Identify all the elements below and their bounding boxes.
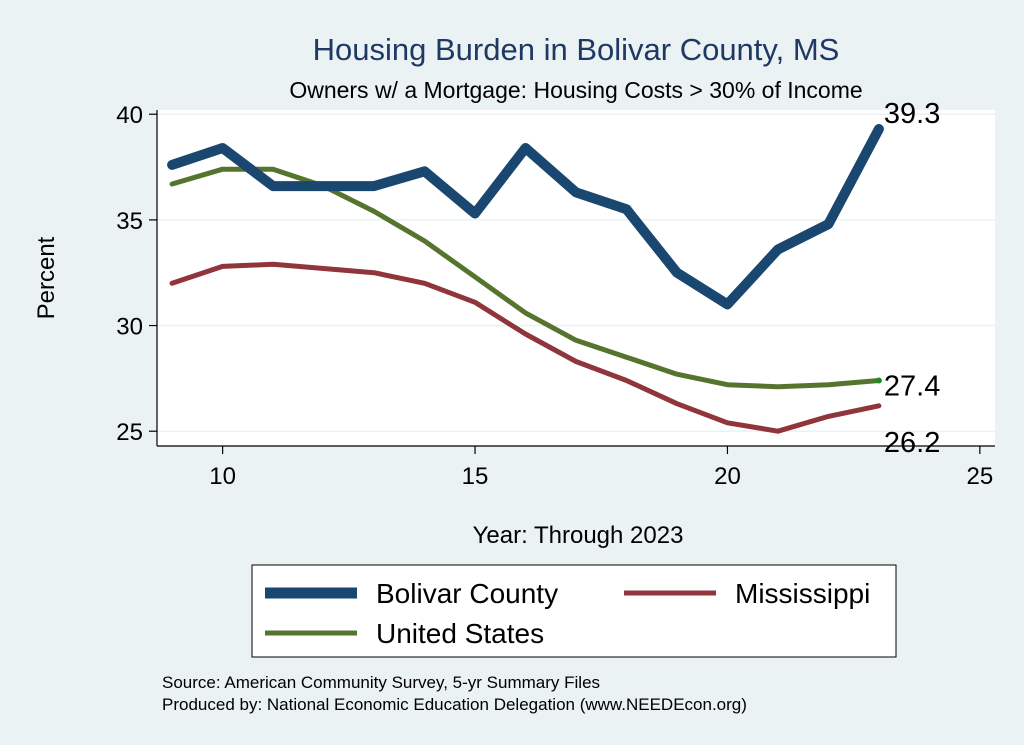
plot-area	[157, 110, 995, 446]
series-line-mississippi	[169, 261, 882, 434]
legend-box	[251, 564, 897, 658]
axes: 25 30 35 40 10 15 20 25	[116, 102, 995, 490]
x-axis-title: Year: Through 2023	[473, 522, 684, 549]
end-label-united-states: 27.4	[884, 370, 940, 402]
x-tick-label: 10	[209, 463, 236, 490]
end-label-mississippi: 26.2	[884, 427, 940, 459]
producer-note: Produced by: National Economic Education…	[162, 695, 747, 714]
legend: Bolivar County Mississippi United States	[251, 564, 897, 658]
legend-label-bolivar-county: Bolivar County	[376, 578, 558, 609]
y-axis-title: Percent	[33, 236, 60, 319]
legend-label-united-states: United States	[376, 618, 544, 649]
x-tick-label: 25	[967, 463, 994, 490]
y-tick-label: 25	[116, 419, 143, 446]
x-tick-label: 15	[462, 463, 489, 490]
legend-label-mississippi: Mississippi	[735, 578, 870, 609]
end-label-bolivar-county: 39.3	[884, 98, 940, 130]
united-states-end-marker	[875, 377, 882, 384]
y-tick-label: 30	[116, 314, 143, 341]
y-tick-label: 40	[116, 102, 143, 129]
series-line-bolivar-county	[167, 124, 884, 310]
series-lines	[167, 124, 884, 434]
chart-title: Housing Burden in Bolivar County, MS	[313, 32, 840, 67]
source-note: Source: American Community Survey, 5-yr …	[162, 673, 600, 692]
chart-subtitle: Owners w/ a Mortgage: Housing Costs > 30…	[289, 77, 862, 103]
grid-lines	[157, 113, 995, 432]
x-tick-label: 20	[714, 463, 741, 490]
y-tick-label: 35	[116, 208, 143, 235]
series-line-united-states	[169, 166, 882, 390]
end-labels: 39.3 26.2 27.4	[875, 98, 940, 459]
